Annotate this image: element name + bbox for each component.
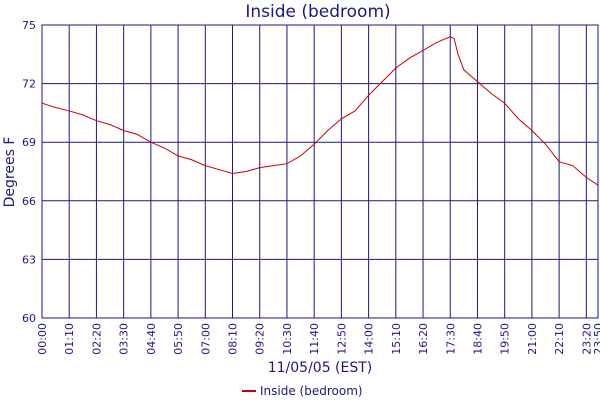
data-line [41, 36, 599, 186]
x-tick-label: 19:50 [499, 323, 512, 355]
x-tick-label: 14:00 [363, 323, 376, 355]
x-tick-label: 04:40 [145, 323, 158, 355]
y-tick-label: 66 [22, 195, 36, 208]
x-tick-label: 05:50 [172, 323, 185, 355]
x-tick-label: 22:10 [553, 323, 566, 355]
legend-label: Inside (bedroom) [260, 384, 363, 398]
x-tick-label: 10:30 [281, 323, 294, 355]
x-tick-label: 00:00 [36, 323, 49, 355]
x-tick-label: 09:20 [254, 323, 267, 355]
chart-title: Inside (bedroom) [245, 2, 390, 22]
x-tick-label: 02:20 [90, 323, 103, 355]
x-tick-label: 07:00 [199, 323, 212, 355]
x-tick-label: 15:10 [390, 323, 403, 355]
x-tick-label: 23:50 [592, 323, 600, 355]
y-tick-label: 69 [22, 136, 36, 149]
x-tick-label: 21:00 [526, 323, 539, 355]
x-tick-label: 16:20 [417, 323, 430, 355]
x-tick-label: 01:10 [63, 323, 76, 355]
y-tick-label: 75 [22, 19, 36, 32]
y-tick-label: 72 [22, 78, 36, 91]
x-tick-label: 12:50 [335, 323, 348, 355]
plot-frame [41, 24, 599, 319]
x-tick-label: 03:30 [118, 323, 131, 355]
x-tick-label: 08:10 [227, 323, 240, 355]
x-axis-label: 11/05/05 (EST) [268, 360, 373, 376]
y-axis-label: Degrees F [2, 137, 18, 208]
y-tick-label: 63 [22, 253, 36, 266]
y-tick-label: 60 [22, 312, 36, 325]
x-tick-label: 23:20 [580, 323, 593, 355]
x-tick-label: 18:40 [471, 323, 484, 355]
x-tick-label: 11:40 [308, 323, 321, 355]
x-tick-label: 17:30 [444, 323, 457, 355]
